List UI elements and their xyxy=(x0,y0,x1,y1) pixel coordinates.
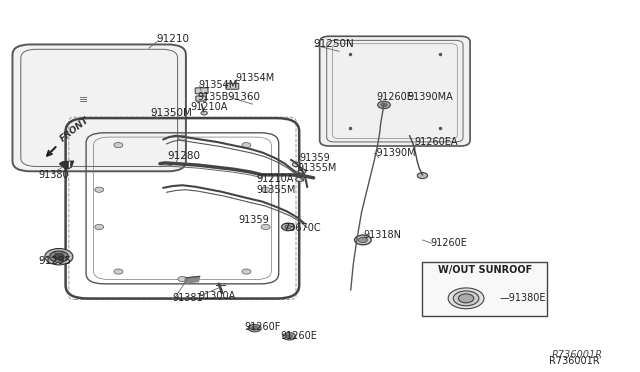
Circle shape xyxy=(282,223,294,231)
Circle shape xyxy=(54,254,64,260)
Text: 91260E: 91260E xyxy=(430,238,467,247)
Text: 91210: 91210 xyxy=(157,34,190,44)
Circle shape xyxy=(261,187,270,192)
Text: 91354M: 91354M xyxy=(236,73,275,83)
Text: 91355M: 91355M xyxy=(298,163,337,173)
Circle shape xyxy=(261,224,270,230)
Circle shape xyxy=(355,235,371,245)
Text: R736001R: R736001R xyxy=(552,350,603,360)
Text: 91380: 91380 xyxy=(38,170,69,180)
Circle shape xyxy=(252,326,258,330)
Circle shape xyxy=(378,101,390,109)
Text: 91260E: 91260E xyxy=(376,92,413,102)
Text: 91295: 91295 xyxy=(38,256,72,266)
Circle shape xyxy=(298,169,306,173)
Circle shape xyxy=(286,334,292,338)
Circle shape xyxy=(95,224,104,230)
Text: 91260F: 91260F xyxy=(244,323,281,332)
Text: 91390MA: 91390MA xyxy=(407,92,452,102)
Text: 91359: 91359 xyxy=(238,215,269,225)
Circle shape xyxy=(242,269,251,274)
FancyBboxPatch shape xyxy=(196,96,206,101)
Circle shape xyxy=(45,248,73,265)
Text: W/OUT SUNROOF: W/OUT SUNROOF xyxy=(438,265,532,275)
Circle shape xyxy=(49,251,68,262)
Text: 91260E: 91260E xyxy=(280,331,317,341)
Text: -91390M: -91390M xyxy=(373,148,416,157)
Text: ≡: ≡ xyxy=(79,96,88,105)
Polygon shape xyxy=(60,161,74,169)
Circle shape xyxy=(448,288,484,309)
Circle shape xyxy=(95,187,104,192)
Text: 91210A: 91210A xyxy=(191,102,228,112)
Polygon shape xyxy=(184,276,200,283)
Text: —91380E: —91380E xyxy=(500,294,547,303)
Text: 9135B: 9135B xyxy=(197,92,228,102)
Text: 91318N: 91318N xyxy=(364,230,401,240)
Circle shape xyxy=(285,225,291,229)
Circle shape xyxy=(458,294,474,303)
Text: 91381: 91381 xyxy=(173,294,204,303)
FancyBboxPatch shape xyxy=(13,45,186,171)
Bar xyxy=(422,262,547,316)
Text: 91355M: 91355M xyxy=(256,185,296,195)
Text: 73670C: 73670C xyxy=(283,223,321,232)
Text: 91360: 91360 xyxy=(227,92,260,102)
Circle shape xyxy=(453,291,479,306)
Text: 91250N: 91250N xyxy=(314,39,355,49)
Text: 91210A: 91210A xyxy=(256,174,293,184)
Text: 91350M: 91350M xyxy=(150,109,192,118)
Circle shape xyxy=(381,103,387,107)
Text: 91359: 91359 xyxy=(300,153,330,163)
Circle shape xyxy=(178,276,187,282)
Circle shape xyxy=(358,237,367,243)
Circle shape xyxy=(248,324,261,332)
Circle shape xyxy=(283,333,296,340)
Text: FRONT: FRONT xyxy=(59,115,92,143)
Circle shape xyxy=(114,269,123,274)
Text: 91280: 91280 xyxy=(168,151,201,161)
Circle shape xyxy=(417,173,428,179)
Text: 91354M: 91354M xyxy=(198,80,237,90)
FancyBboxPatch shape xyxy=(319,36,470,146)
FancyBboxPatch shape xyxy=(226,83,239,89)
Circle shape xyxy=(292,162,300,167)
Text: R736001R: R736001R xyxy=(549,356,600,366)
Text: 91260EA: 91260EA xyxy=(414,137,458,147)
Circle shape xyxy=(296,177,303,182)
Circle shape xyxy=(201,111,207,115)
Circle shape xyxy=(242,142,251,148)
Text: 91300A: 91300A xyxy=(198,291,236,301)
FancyBboxPatch shape xyxy=(195,88,208,94)
Circle shape xyxy=(178,135,187,140)
Circle shape xyxy=(114,142,123,148)
